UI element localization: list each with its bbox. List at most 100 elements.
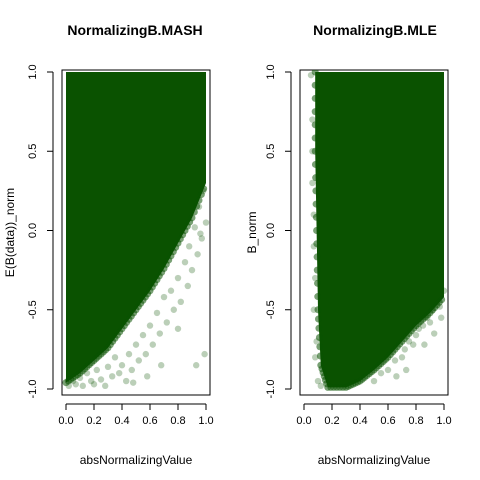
data-point bbox=[307, 71, 315, 79]
data-point bbox=[167, 287, 175, 294]
data-point bbox=[313, 338, 320, 345]
data-point bbox=[90, 381, 98, 388]
x-tick-label: 0.2 bbox=[86, 415, 101, 427]
dense-point-cloud bbox=[66, 72, 206, 383]
data-point bbox=[97, 376, 105, 383]
data-point bbox=[83, 369, 91, 377]
y-axis-label: B_norm bbox=[245, 211, 259, 253]
data-point bbox=[193, 362, 200, 369]
data-point bbox=[88, 377, 95, 385]
data-point bbox=[118, 362, 126, 369]
data-point bbox=[139, 331, 147, 339]
data-point bbox=[311, 70, 319, 76]
x-tick-label: 0.2 bbox=[324, 415, 339, 427]
data-point bbox=[421, 341, 428, 348]
data-point bbox=[111, 354, 119, 361]
data-point bbox=[315, 333, 323, 341]
data-point bbox=[316, 343, 324, 351]
data-point bbox=[69, 377, 77, 385]
data-point bbox=[104, 363, 112, 371]
data-point bbox=[146, 322, 154, 329]
data-point bbox=[153, 309, 161, 317]
data-point bbox=[391, 357, 399, 364]
data-point bbox=[316, 352, 324, 360]
data-point bbox=[313, 266, 321, 274]
data-point bbox=[438, 314, 445, 321]
data-point bbox=[384, 366, 392, 374]
data-point bbox=[142, 350, 149, 358]
y-tick-label: -0.5 bbox=[27, 300, 39, 319]
y-tick-label: -0.5 bbox=[265, 300, 277, 319]
data-point bbox=[201, 350, 208, 358]
data-point bbox=[314, 377, 322, 385]
data-point bbox=[393, 373, 400, 380]
data-point bbox=[313, 240, 321, 248]
data-point bbox=[132, 341, 140, 348]
data-point bbox=[405, 338, 413, 345]
data-point bbox=[377, 369, 385, 377]
data-point bbox=[436, 303, 443, 310]
data-point bbox=[426, 319, 434, 326]
data-point bbox=[312, 200, 320, 208]
data-point bbox=[312, 187, 320, 195]
data-point bbox=[311, 147, 319, 155]
data-point bbox=[156, 330, 163, 337]
data-point bbox=[72, 381, 80, 388]
x-tick-label: 0.6 bbox=[142, 415, 157, 427]
data-point bbox=[419, 322, 427, 329]
data-point bbox=[370, 377, 378, 385]
data-point bbox=[130, 379, 137, 386]
data-point bbox=[314, 315, 322, 323]
data-point bbox=[188, 266, 196, 274]
plot-frame bbox=[299, 69, 449, 396]
y-tick-label: 0.5 bbox=[265, 144, 277, 159]
data-point bbox=[401, 346, 408, 353]
data-point bbox=[65, 382, 73, 390]
x-tick-label: 1.0 bbox=[436, 415, 451, 427]
panel-mle: NormalizingB.MLE 0.0 0.2 0.4 0.6 0.8 1.0 -1.0 -0… bbox=[245, 22, 452, 467]
data-point bbox=[128, 366, 135, 374]
data-point bbox=[309, 179, 316, 187]
x-tick-label: 0.4 bbox=[114, 415, 129, 427]
chart-title: NormalizingB.MLE bbox=[313, 22, 437, 38]
plot-frame bbox=[61, 69, 211, 396]
data-point bbox=[314, 306, 322, 314]
data-point bbox=[312, 354, 319, 361]
data-point bbox=[438, 296, 446, 304]
data-point bbox=[144, 373, 151, 380]
y-tick-label: 0.0 bbox=[265, 223, 277, 238]
data-point bbox=[79, 382, 87, 390]
x-tick-label: 0.4 bbox=[352, 415, 367, 427]
data-point bbox=[312, 174, 320, 182]
data-point bbox=[311, 160, 319, 168]
data-point bbox=[317, 382, 324, 390]
dense-point-cloud bbox=[315, 72, 444, 388]
data-point bbox=[149, 341, 156, 348]
data-point bbox=[181, 259, 189, 266]
panel-mash: NormalizingB.MASH 0.0 0.2 0.4 0.6 0.8 1.0 -1.0 -… bbox=[3, 22, 214, 467]
data-point bbox=[190, 208, 198, 216]
y-tick-label: -1.0 bbox=[27, 380, 39, 399]
data-point bbox=[433, 298, 441, 306]
x-tick-label: 0.6 bbox=[380, 415, 395, 427]
data-point bbox=[315, 324, 323, 332]
data-point bbox=[310, 243, 317, 250]
data-point bbox=[309, 116, 316, 123]
data-point bbox=[174, 274, 182, 282]
data-point bbox=[200, 185, 208, 193]
data-point bbox=[194, 251, 201, 258]
data-point bbox=[398, 354, 406, 361]
data-point bbox=[191, 224, 198, 231]
data-point bbox=[123, 377, 130, 385]
data-point bbox=[311, 121, 319, 129]
data-point bbox=[174, 325, 182, 332]
data-point bbox=[412, 331, 420, 339]
data-point bbox=[431, 330, 438, 337]
data-point bbox=[314, 279, 322, 287]
data-point bbox=[186, 243, 193, 250]
data-point bbox=[313, 253, 321, 261]
data-point bbox=[440, 287, 448, 294]
y-tick-label: 0.0 bbox=[27, 223, 39, 238]
data-point bbox=[311, 81, 319, 89]
data-point bbox=[202, 219, 210, 226]
